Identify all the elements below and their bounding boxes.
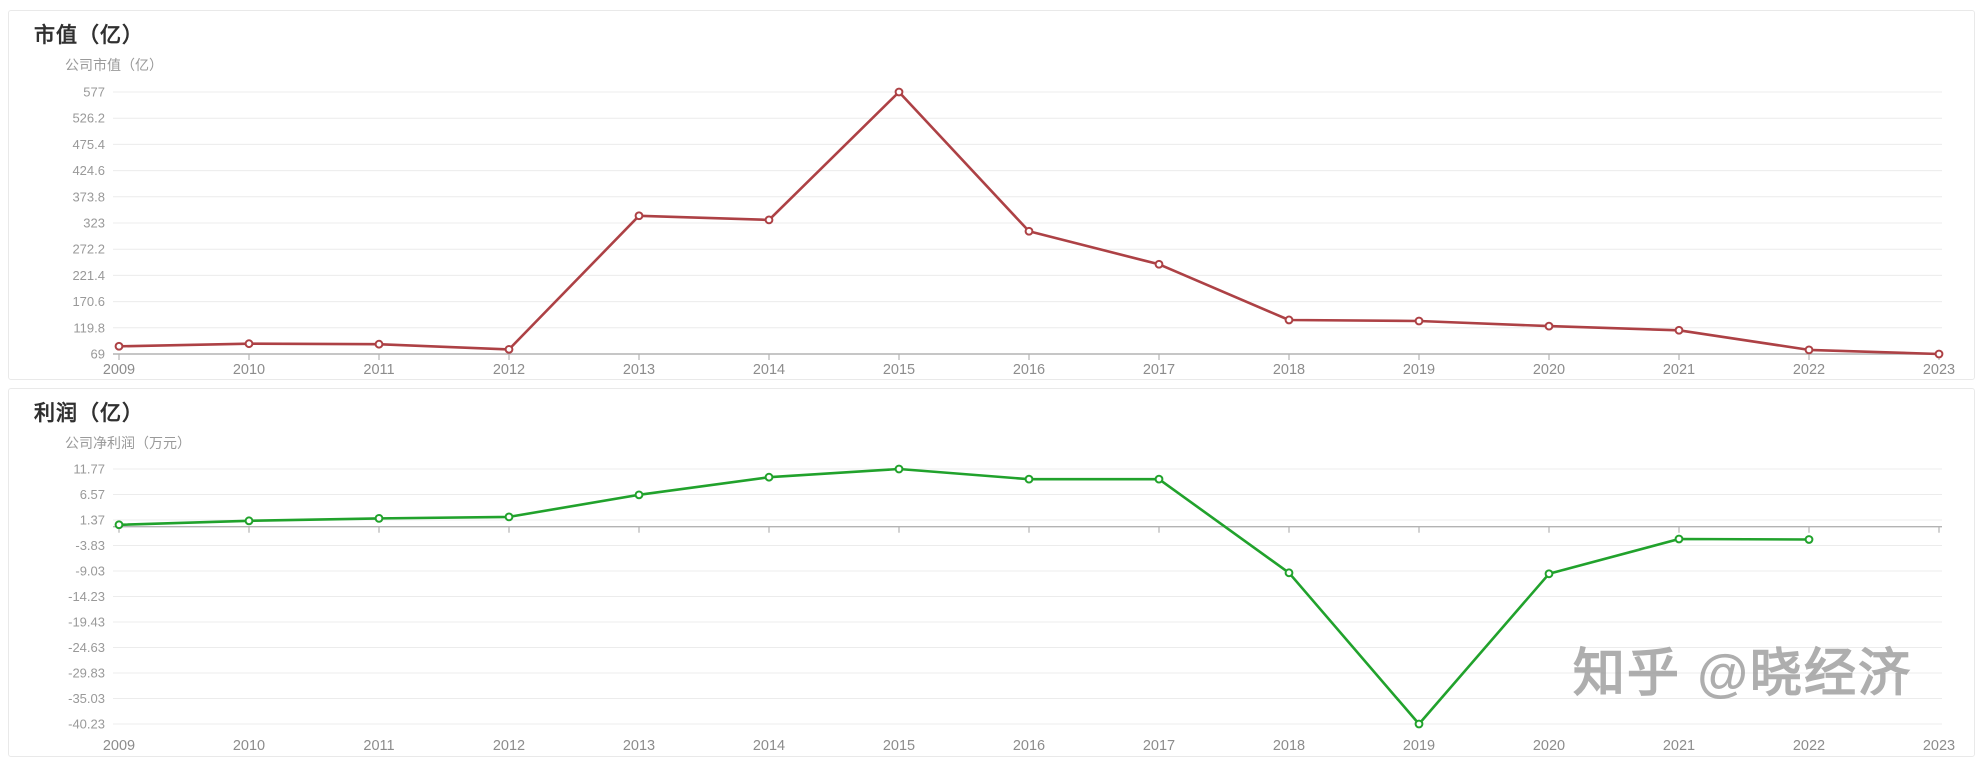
x-tick-label: 2014 bbox=[753, 362, 785, 378]
x-tick-label: 2020 bbox=[1533, 362, 1565, 378]
y-tick-label: -40.23 bbox=[68, 717, 105, 732]
data-point bbox=[244, 516, 254, 526]
data-point bbox=[634, 490, 644, 500]
data-point bbox=[244, 339, 254, 349]
market-cap-panel: 市值（亿） 公司市值（亿） 577 526.2 475.4 424.6 373.8 323… bbox=[8, 10, 1975, 380]
x-tick-label: 2016 bbox=[1013, 362, 1045, 378]
data-point bbox=[1284, 315, 1294, 325]
y-tick-label: 170.6 bbox=[72, 294, 105, 309]
net-profit-chart: 11.77 6.57 1.37 -3.83 -9.03 -14.23 -19.43 -24.6… bbox=[68, 462, 1955, 755]
x-tick-label: 2011 bbox=[363, 362, 394, 378]
market-cap-chart: 577 526.2 475.4 424.6 373.8 323 272.2 221.4 170.… bbox=[72, 85, 1955, 379]
market-cap-series-label: 公司市值（亿） bbox=[65, 57, 163, 73]
x-tick-label: 2023 bbox=[1923, 362, 1955, 378]
y-tick-label: -19.43 bbox=[68, 615, 105, 630]
x-tick-label: 2022 bbox=[1793, 738, 1825, 754]
x-tick-label: 2020 bbox=[1533, 738, 1565, 754]
x-tick-label: 2014 bbox=[753, 738, 785, 754]
y-tick-label: 323 bbox=[83, 216, 105, 231]
y-tick-label: -29.83 bbox=[68, 666, 105, 681]
data-point bbox=[374, 513, 384, 523]
x-tick-label: 2010 bbox=[233, 362, 265, 378]
data-point bbox=[114, 341, 124, 351]
x-tick-label: 2017 bbox=[1143, 362, 1175, 378]
x-tick-label: 2013 bbox=[623, 738, 655, 754]
data-point bbox=[374, 339, 384, 349]
data-point bbox=[1284, 568, 1294, 578]
data-point bbox=[1934, 349, 1944, 359]
data-point bbox=[1024, 474, 1034, 484]
data-point bbox=[114, 520, 124, 530]
net-profit-title: 利润（亿） bbox=[34, 402, 144, 425]
market-cap-title: 市值（亿） bbox=[34, 24, 144, 47]
y-tick-label: -9.03 bbox=[75, 564, 105, 579]
x-tick-label: 2017 bbox=[1143, 738, 1175, 754]
x-tick-label: 2009 bbox=[103, 738, 135, 754]
x-tick-label: 2019 bbox=[1403, 362, 1435, 378]
y-tick-label: 475.4 bbox=[72, 137, 105, 152]
data-point bbox=[504, 512, 514, 522]
data-point bbox=[1674, 534, 1684, 544]
data-point bbox=[764, 472, 774, 482]
y-tick-label: 526.2 bbox=[72, 111, 105, 126]
y-tick-label: 424.6 bbox=[72, 163, 105, 178]
x-tick-label: 2013 bbox=[623, 362, 655, 378]
data-point bbox=[1414, 719, 1424, 729]
y-tick-label: -3.83 bbox=[75, 538, 105, 553]
data-point bbox=[1544, 569, 1554, 579]
x-tick-label: 2018 bbox=[1273, 738, 1305, 754]
x-tick-label: 2022 bbox=[1793, 362, 1825, 378]
data-point bbox=[1674, 325, 1684, 335]
x-tick-label: 2010 bbox=[233, 738, 265, 754]
x-tick-label: 2012 bbox=[493, 362, 525, 378]
data-point bbox=[634, 211, 644, 221]
net-profit-panel: 利润（亿） 公司净利润（万元） 11.77 6.57 1.37 -3.83 -9.03 -… bbox=[8, 388, 1975, 757]
y-tick-label: -14.23 bbox=[68, 589, 105, 604]
data-point bbox=[1154, 474, 1164, 484]
x-tick-label: 2016 bbox=[1013, 738, 1045, 754]
data-point bbox=[1414, 316, 1424, 326]
y-tick-label: 373.8 bbox=[72, 189, 105, 204]
data-point bbox=[1544, 321, 1554, 331]
x-tick-label: 2018 bbox=[1273, 362, 1305, 378]
x-tick-label: 2015 bbox=[883, 738, 915, 754]
x-tick-label: 2015 bbox=[883, 362, 915, 378]
x-tick-label: 2012 bbox=[493, 738, 525, 754]
data-point bbox=[504, 344, 514, 354]
series-line bbox=[117, 467, 1811, 726]
y-tick-label: 272.2 bbox=[72, 242, 105, 257]
y-tick-label: 69 bbox=[91, 347, 105, 362]
data-point bbox=[1154, 259, 1164, 269]
x-tick-label: 2009 bbox=[103, 362, 135, 378]
y-tick-label: -24.63 bbox=[68, 640, 105, 655]
y-tick-label: 119.8 bbox=[73, 320, 105, 335]
data-point bbox=[764, 215, 774, 225]
y-tick-label: -35.03 bbox=[68, 691, 105, 706]
x-tick-label: 2023 bbox=[1923, 738, 1955, 754]
y-tick-label: 221.4 bbox=[72, 268, 105, 283]
data-point bbox=[894, 464, 904, 474]
x-tick-label: 2011 bbox=[363, 738, 394, 754]
x-tick-label: 2021 bbox=[1663, 362, 1695, 378]
net-profit-series-label: 公司净利润（万元） bbox=[65, 435, 191, 451]
y-tick-label: 577 bbox=[83, 85, 105, 100]
x-tick-label: 2019 bbox=[1403, 738, 1435, 754]
data-point bbox=[1804, 345, 1814, 355]
data-point bbox=[1804, 535, 1814, 544]
y-tick-label: 1.37 bbox=[80, 513, 105, 528]
y-tick-label: 11.77 bbox=[73, 462, 105, 477]
y-tick-label: 6.57 bbox=[80, 487, 105, 502]
data-point bbox=[894, 87, 904, 97]
x-tick-label: 2021 bbox=[1663, 738, 1695, 754]
data-point bbox=[1024, 226, 1034, 236]
